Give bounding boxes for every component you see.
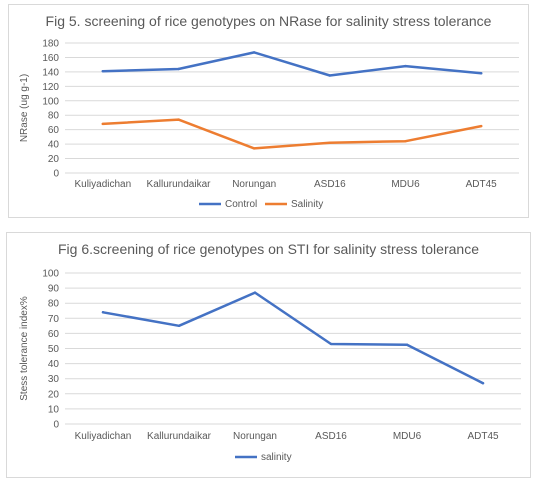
sti-y-tick-label: 60	[48, 329, 60, 340]
sti-y-tick-label: 20	[48, 389, 60, 400]
nrase-y-tick-label: 40	[48, 140, 60, 151]
nrase-data-point	[101, 69, 105, 73]
nrase-y-tick-label: 180	[42, 39, 59, 50]
nrase-y-tick-label: 140	[42, 67, 59, 78]
nrase-y-tick-label: 120	[42, 82, 59, 93]
sti-y-tick-label: 0	[53, 420, 59, 431]
nrase-y-tick-label: 80	[48, 111, 60, 122]
sti-y-tick-label: 100	[42, 269, 59, 280]
nrase-chart-title: Fig 5. screening of rice genotypes on NR…	[45, 13, 492, 29]
sti-y-tick-label: 10	[48, 404, 60, 415]
nrase-y-tick-label: 160	[42, 53, 59, 64]
nrase-y-tick-label: 100	[42, 96, 59, 107]
sti-chart-title: Fig 6.screening of rice genotypes on STI…	[58, 241, 479, 257]
sti-x-tick-label: ASD16	[315, 431, 347, 442]
nrase-data-point	[177, 118, 180, 121]
sti-x-tick-label: Kallurundaikar	[147, 431, 212, 442]
nrase-data-point	[404, 140, 407, 143]
sti-y-tick-label: 90	[48, 284, 60, 295]
sti-data-point	[329, 342, 333, 346]
nrase-data-point	[479, 124, 483, 128]
sti-data-point	[405, 343, 409, 346]
nrase-data-point	[252, 147, 256, 150]
nrase-data-point	[479, 72, 483, 75]
sti-y-tick-label: 40	[48, 359, 60, 370]
nrase-data-point	[177, 67, 180, 71]
sti-y-tick-label: 70	[48, 314, 60, 325]
sti-y-tick-label: 30	[48, 374, 60, 385]
sti-data-point	[253, 291, 257, 294]
nrase-data-point	[101, 122, 105, 126]
nrase-x-tick-label: ASD16	[314, 179, 346, 190]
nrase-legend-label: Control	[225, 199, 257, 210]
nrase-x-tick-label: Kallurundaikar	[147, 179, 212, 190]
nrase-x-tick-label: ADT45	[466, 179, 498, 190]
nrase-y-tick-label: 60	[48, 125, 60, 136]
nrase-y-axis-label: NRase (ug g-1)	[19, 74, 30, 142]
sti-x-tick-label: Kuliyadichan	[75, 431, 132, 442]
sti-y-tick-label: 80	[48, 299, 60, 310]
nrase-line-chart: 0 20 40 60 80 100 120 140 160 180 Kuliyadichan Kall…	[19, 39, 519, 210]
nrase-x-tick-label: MDU6	[391, 179, 420, 190]
sti-data-point	[101, 311, 105, 314]
nrase-data-point	[328, 74, 332, 77]
sti-y-axis-label: Stess tolerance index%	[19, 296, 30, 401]
sti-chart-panel: Fig 6.screening of rice genotypes on STI…	[6, 232, 531, 478]
nrase-data-point	[328, 141, 332, 144]
sti-data-point	[177, 324, 181, 328]
sti-series-line-salinity	[101, 291, 485, 385]
sti-x-tick-label: Norungan	[233, 431, 277, 442]
nrase-x-tick-label: Kuliyadichan	[74, 179, 131, 190]
sti-line-chart: 0 10 20 30 40 50 60 70 80 90 100 Kuliyadichan Kallur…	[19, 269, 521, 463]
nrase-data-point	[252, 51, 256, 54]
nrase-legend-label: Salinity	[291, 199, 323, 210]
sti-x-tick-label: MDU6	[393, 431, 422, 442]
sti-data-point	[481, 382, 485, 385]
nrase-y-tick-label: 20	[48, 154, 60, 165]
sti-legend-label: salinity	[261, 452, 292, 463]
nrase-y-tick-label: 0	[53, 169, 59, 180]
nrase-series-line-salinity	[101, 118, 483, 150]
nrase-series-line-control	[101, 51, 483, 77]
nrase-x-tick-label: Norungan	[232, 179, 276, 190]
nrase-chart-panel: Fig 5. screening of rice genotypes on NR…	[8, 4, 529, 218]
sti-x-tick-label: ADT45	[467, 431, 499, 442]
nrase-data-point	[404, 64, 407, 68]
sti-y-tick-label: 50	[48, 344, 60, 355]
